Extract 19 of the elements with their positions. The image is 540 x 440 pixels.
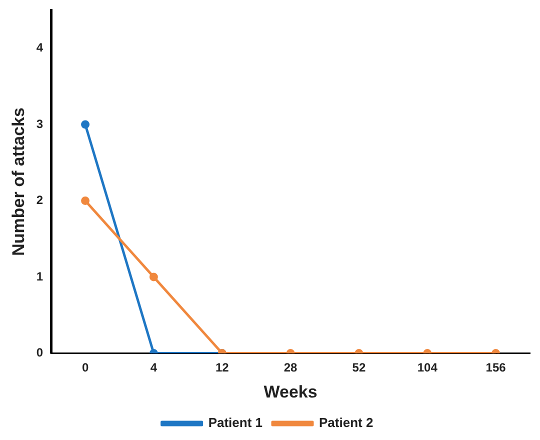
legend-label: Patient 2: [319, 415, 374, 430]
y-tick-label: 2: [36, 193, 44, 208]
x-tick-label: 4: [150, 360, 158, 375]
legend-label: Patient 1: [208, 415, 263, 430]
x-tick-label: 12: [215, 360, 230, 375]
x-tick-label: 156: [486, 360, 506, 375]
point: [81, 120, 90, 129]
y-axis-title: Number of attacks: [8, 108, 28, 256]
x-tick-label: 104: [417, 360, 438, 375]
y-tick-label: 0: [36, 346, 44, 360]
point: [81, 196, 90, 206]
x-tick-label: 52: [352, 360, 366, 375]
x-tick-label: 28: [284, 360, 298, 375]
y-tick-label: 3: [36, 116, 44, 131]
point: [149, 272, 158, 282]
y-tick-label: 1: [36, 269, 44, 284]
x-tick-label: 0: [82, 360, 89, 375]
y-tick-label: 4: [36, 40, 44, 55]
x-axis-title: Weeks: [264, 382, 318, 402]
